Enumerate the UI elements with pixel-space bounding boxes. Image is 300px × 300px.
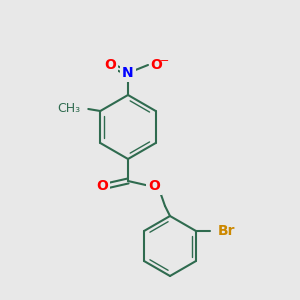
Text: N: N: [122, 66, 134, 80]
Text: O: O: [104, 58, 116, 72]
Text: O: O: [148, 179, 160, 193]
Text: CH₃: CH₃: [57, 103, 80, 116]
Text: O: O: [150, 58, 162, 72]
Text: Br: Br: [218, 224, 236, 238]
Text: −: −: [160, 56, 169, 66]
Text: O: O: [96, 179, 108, 193]
